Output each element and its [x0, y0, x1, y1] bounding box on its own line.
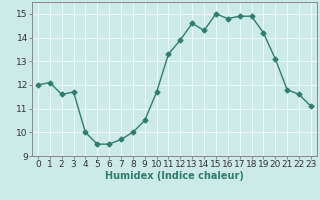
X-axis label: Humidex (Indice chaleur): Humidex (Indice chaleur) — [105, 171, 244, 181]
